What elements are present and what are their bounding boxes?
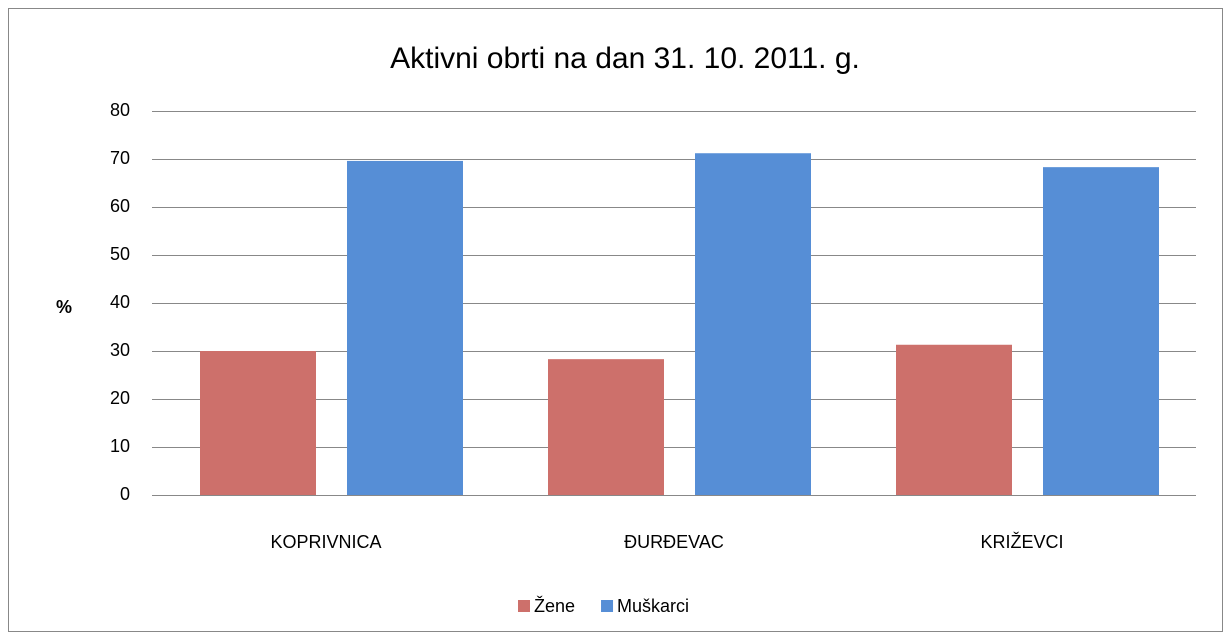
- bar: [896, 344, 1012, 495]
- y-tick-label: 20: [110, 388, 130, 408]
- chart-title: Aktivni obrti na dan 31. 10. 2011. g.: [390, 42, 860, 75]
- legend-swatch: [518, 600, 530, 612]
- bar: [200, 351, 316, 495]
- bar: [548, 359, 664, 495]
- legend-label: Žene: [534, 596, 575, 616]
- y-tick-label: 60: [110, 196, 130, 216]
- x-tick-label: KRIŽEVCI: [980, 532, 1063, 552]
- y-tick-label: 50: [110, 244, 130, 264]
- legend-swatch: [601, 600, 614, 612]
- bar: [347, 160, 463, 496]
- bar: [1043, 167, 1159, 495]
- y-tick-label: 70: [110, 148, 130, 168]
- y-tick-label: 0: [120, 484, 130, 504]
- chart-frame: [8, 8, 1223, 632]
- bar: [695, 153, 811, 496]
- y-tick-label: 10: [110, 436, 130, 456]
- y-tick-label: 30: [110, 340, 130, 360]
- y-tick-label: 40: [110, 292, 130, 312]
- y-axis-label: %: [56, 297, 72, 317]
- y-tick-label: 80: [110, 100, 130, 120]
- x-tick-label: ĐURĐEVAC: [624, 532, 724, 552]
- x-tick-label: KOPRIVNICA: [270, 532, 381, 552]
- legend-label: Muškarci: [617, 596, 689, 616]
